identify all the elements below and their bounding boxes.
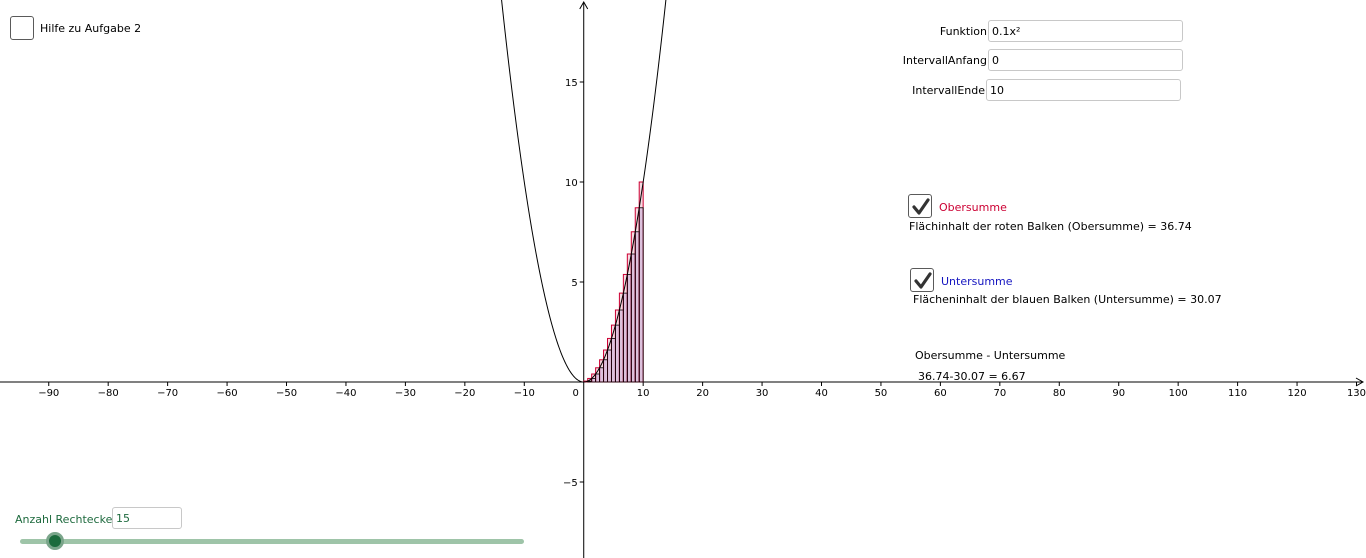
intervall-ende-label: IntervallEnde [912,84,985,97]
lower-sum-bar [603,359,608,383]
y-tick-label: −5 [563,478,578,489]
x-tick-label: −90 [38,388,59,399]
x-tick-label: 10 [637,388,650,399]
intervall-ende-input[interactable] [986,79,1181,101]
obersumme-area-text: Flächinhalt der roten Balken (Obersumme)… [909,220,1192,233]
x-tick-label: −80 [98,388,119,399]
x-tick-label: 130 [1347,388,1366,399]
x-tick-label: 20 [696,388,709,399]
x-axis-arrow [1355,377,1365,387]
x-tick-label: 120 [1287,388,1306,399]
x-tick-label: 90 [1112,388,1125,399]
funktion-label: Funktion [939,25,987,38]
funktion-input[interactable] [988,20,1183,42]
untersumme-label: Untersumme [941,275,1013,288]
difference-value: 36.74-30.07 = 6.67 [918,370,1026,383]
y-axis-arrow [579,0,589,10]
difference-label: Obersumme - Untersumme [915,349,1066,362]
intervall-anfang-label: IntervallAnfang [902,54,987,67]
x-tick-label: −30 [395,388,416,399]
checkmark-icon [912,198,930,215]
x-tick-label: −20 [454,388,475,399]
riemann-bars [583,181,644,383]
lower-sum-bar [638,207,644,383]
x-tick-label: 0 [573,388,579,399]
x-tick-label: 60 [934,388,947,399]
lower-sum-bar [634,231,640,383]
x-tick-label: 100 [1169,388,1188,399]
help-checkbox-label: Hilfe zu Aufgabe 2 [40,22,142,35]
x-tick-label: 70 [993,388,1006,399]
x-tick-label: 40 [815,388,828,399]
x-tick-label: −10 [514,388,535,399]
lower-sum-bar [591,378,597,383]
lower-sum-bar [611,338,616,383]
x-tick-label: −50 [276,388,297,399]
lower-sum-bar [622,292,628,383]
y-tick-label: 5 [571,278,577,289]
x-tick-label: 30 [756,388,769,399]
help-checkbox[interactable] [10,16,34,40]
x-tick-label: −40 [335,388,356,399]
y-tick-label: 15 [565,78,578,89]
obersumme-label: Obersumme [939,201,1007,214]
y-tick-label: 10 [565,178,578,189]
x-tick-label: −70 [157,388,178,399]
function-curve [501,0,667,383]
lower-sum-bar [599,367,604,383]
x-tick-label: −60 [217,388,238,399]
slider-track[interactable] [20,539,524,544]
lower-sum-bar [618,309,624,383]
lower-sum-bar [607,349,612,383]
lower-sum-bar [626,274,632,383]
obersumme-checkbox[interactable] [908,194,932,218]
x-tick-label: 110 [1228,388,1247,399]
checkmark-icon [914,272,932,289]
rectangle-count-input[interactable] [112,507,182,529]
intervall-anfang-input[interactable] [988,49,1183,71]
axis-ticks: −90 −80 −70 −60 −50 −40 −30 −20 −10 0 10 20 30 40 50 60… [38,78,1366,489]
untersumme-checkbox[interactable] [910,268,934,292]
slider-handle[interactable] [46,532,65,550]
x-tick-label: 80 [1053,388,1066,399]
untersumme-area-text: Flächeninhalt der blauen Balken (Untersu… [913,293,1222,306]
slider-label: Anzahl Rechtecke [15,513,113,526]
lower-sum-bar [630,253,636,383]
lower-sum-bar [595,373,600,383]
x-tick-label: 50 [875,388,888,399]
lower-sum-bar [615,324,620,383]
